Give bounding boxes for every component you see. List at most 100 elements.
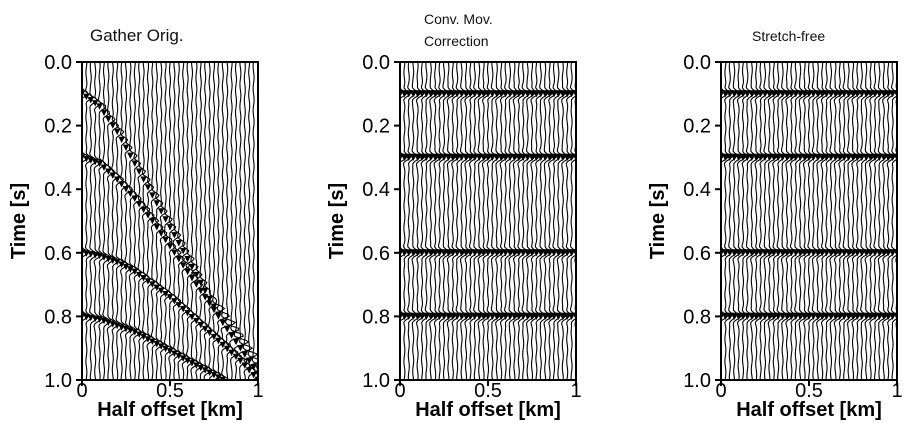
event-mark	[197, 287, 204, 295]
trace-15	[141, 62, 151, 380]
trace-16	[464, 62, 474, 380]
event-mark	[210, 333, 218, 341]
trace-32	[855, 62, 865, 380]
x-tick-label: 1	[891, 380, 902, 402]
event-mark	[246, 367, 253, 374]
event-mark	[105, 168, 112, 175]
event-mark	[114, 259, 121, 266]
trace-17	[468, 62, 478, 380]
panel-1-event-4	[82, 313, 226, 380]
trace-23	[816, 62, 826, 380]
trace-29	[521, 62, 531, 380]
event-mark	[140, 206, 147, 214]
event-mark	[237, 357, 244, 365]
event-mark	[197, 321, 204, 329]
event-mark	[92, 251, 99, 259]
event-mark	[166, 224, 174, 231]
panel-2-event-4	[400, 312, 576, 320]
event-mark	[153, 224, 160, 231]
trace-36	[552, 62, 562, 380]
panel-1-event-3	[82, 249, 258, 380]
event-mark	[215, 337, 222, 345]
panel-3-event-3	[721, 249, 897, 257]
event-mark	[224, 325, 231, 333]
trace-4	[93, 62, 103, 380]
event-mark	[136, 271, 143, 279]
x-tick-label: 0	[715, 380, 726, 402]
trace-26	[829, 62, 839, 380]
event-mark	[158, 287, 165, 295]
trace-26	[190, 62, 199, 380]
event-mark	[118, 261, 125, 268]
event-mark	[158, 208, 165, 215]
trace-39	[247, 62, 258, 380]
trace-23	[177, 62, 187, 380]
x-tick-label: 0.5	[156, 380, 184, 402]
panel-3-event-1	[721, 90, 897, 98]
trace-12	[767, 62, 777, 380]
trace-2	[402, 62, 412, 380]
x-axis-label: Half offset [km]	[97, 399, 243, 421]
panel-3-event-2	[721, 153, 897, 161]
trace-22	[811, 62, 821, 380]
event-mark	[215, 374, 222, 380]
event-mark	[166, 294, 174, 301]
trace-34	[543, 62, 553, 380]
event-mark	[114, 176, 121, 183]
event-mark	[250, 364, 257, 371]
trace-38	[561, 62, 571, 380]
event-mark	[197, 364, 204, 372]
trace-2	[84, 62, 93, 380]
trace-5	[415, 62, 425, 380]
panel-1-traces	[82, 62, 258, 380]
trace-17	[789, 62, 799, 380]
trace-40	[891, 62, 897, 380]
event-mark	[153, 341, 160, 348]
trace-35	[548, 62, 557, 380]
x-tick-label: 0	[394, 380, 405, 402]
trace-18	[473, 62, 483, 380]
trace-8	[111, 62, 120, 380]
event-mark	[87, 251, 94, 258]
event-mark	[144, 212, 152, 219]
trace-12	[446, 62, 456, 380]
y-tick-label: 0.2	[44, 116, 72, 138]
event-mark	[83, 250, 90, 257]
event-mark	[193, 317, 200, 325]
trace-2	[723, 62, 733, 380]
event-mark	[149, 338, 156, 346]
event-mark	[131, 329, 138, 336]
x-tick-label: 0.5	[795, 380, 823, 402]
trace-32	[534, 62, 544, 380]
trace-11	[442, 62, 452, 380]
trace-11	[763, 62, 773, 380]
event-mark	[180, 306, 187, 313]
trace-6	[102, 62, 112, 380]
event-mark	[184, 357, 191, 365]
event-mark	[100, 164, 108, 171]
event-mark	[109, 172, 116, 179]
panel-3-title: Stretch-free	[752, 28, 826, 44]
x-axis-label: Half offset [km]	[415, 399, 561, 421]
trace-10	[119, 62, 129, 380]
x-tick-label: 1	[252, 380, 263, 402]
event-mark	[193, 271, 200, 279]
trace-14	[455, 62, 465, 380]
trace-39	[886, 62, 895, 380]
trace-27	[195, 62, 204, 380]
trace-28	[838, 62, 847, 380]
event-mark	[140, 176, 147, 183]
event-mark	[162, 236, 169, 244]
y-tick-label: 0.2	[362, 116, 390, 138]
x-tick-label: 0	[76, 380, 87, 402]
trace-9	[754, 62, 764, 380]
event-mark	[131, 268, 138, 276]
trace-13	[451, 62, 460, 380]
event-mark	[215, 313, 222, 320]
event-mark	[114, 128, 121, 136]
trace-24	[499, 62, 509, 380]
event-mark	[193, 362, 200, 369]
trace-30	[526, 62, 535, 380]
trace-4	[732, 62, 742, 380]
